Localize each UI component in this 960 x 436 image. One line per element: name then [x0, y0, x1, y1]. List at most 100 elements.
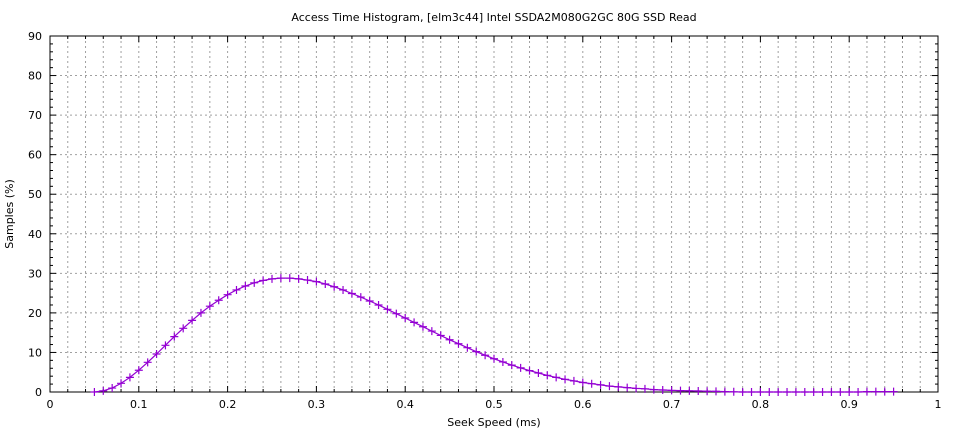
grid — [50, 36, 938, 392]
data-point-marker — [578, 378, 587, 387]
data-point-marker — [667, 386, 676, 395]
y-axis-label: Samples (%) — [3, 179, 16, 249]
data-point-marker — [401, 314, 410, 323]
data-point-marker — [339, 285, 348, 294]
x-axis-label: Seek Speed (ms) — [447, 416, 540, 429]
data-point-marker — [117, 379, 126, 388]
data-point-marker — [818, 388, 827, 396]
data-point-marker — [605, 382, 614, 391]
data-point-marker — [454, 339, 463, 348]
x-tick-label: 0.3 — [308, 398, 326, 411]
data-point-marker — [685, 386, 694, 395]
y-tick-label: 0 — [35, 386, 42, 399]
y-tick-label: 90 — [28, 30, 42, 43]
data-point-marker — [729, 387, 738, 396]
data-point-marker — [285, 274, 294, 283]
data-point-marker — [809, 388, 818, 396]
data-point-marker — [632, 384, 641, 393]
data-point-marker — [498, 357, 507, 366]
data-point-marker — [445, 335, 454, 344]
data-point-marker — [108, 384, 117, 393]
y-tick-label: 80 — [28, 70, 42, 83]
data-point-marker — [418, 322, 427, 331]
data-point-marker — [196, 308, 205, 317]
data-point-marker — [90, 388, 99, 396]
data-point-marker — [214, 296, 223, 305]
data-point-marker — [889, 387, 898, 396]
x-tick-label: 0.8 — [752, 398, 770, 411]
data-point-marker — [188, 316, 197, 325]
data-point-marker — [410, 318, 419, 327]
data-point-marker — [836, 388, 845, 396]
data-point-marker — [720, 387, 729, 396]
data-point-marker — [738, 388, 747, 396]
data-point-marker — [516, 363, 525, 372]
data-point-marker — [392, 309, 401, 318]
data-point-marker — [765, 388, 774, 396]
data-point-marker — [321, 280, 330, 289]
data-point-marker — [472, 347, 481, 356]
data-point-marker — [463, 343, 472, 352]
data-point-marker — [427, 327, 436, 336]
plot-frame — [49, 35, 939, 393]
data-point-marker — [543, 371, 552, 380]
data-point-marker — [561, 375, 570, 384]
y-tick-label: 10 — [28, 346, 42, 359]
data-point-marker — [623, 383, 632, 392]
data-point-marker — [854, 388, 863, 396]
data-point-marker — [756, 388, 765, 396]
data-point-marker — [481, 351, 490, 360]
data-point-marker — [241, 281, 250, 290]
data-point-marker — [534, 369, 543, 378]
data-point-marker — [232, 285, 241, 294]
data-point-marker — [649, 385, 658, 394]
data-point-marker — [294, 274, 303, 283]
data-point-marker — [347, 289, 356, 298]
y-tick-label: 60 — [28, 149, 42, 162]
data-point-marker — [791, 388, 800, 396]
data-point-marker — [596, 380, 605, 389]
series-line — [94, 277, 894, 393]
data-point-marker — [356, 293, 365, 302]
data-point-marker — [312, 277, 321, 286]
data-point-marker — [569, 376, 578, 385]
x-tick-label: 0.7 — [663, 398, 681, 411]
data-point-marker — [436, 331, 445, 340]
data-point-marker — [614, 382, 623, 391]
data-point-marker — [268, 274, 276, 283]
data-point-marker — [880, 387, 889, 396]
data-point-marker — [783, 388, 792, 396]
y-tick-label: 70 — [28, 109, 42, 122]
data-point-marker — [303, 276, 312, 285]
x-tick-label: 0.1 — [130, 398, 148, 411]
x-tick-label: 0.9 — [840, 398, 858, 411]
data-point-marker — [365, 297, 374, 306]
y-tick-label: 30 — [28, 267, 42, 280]
x-tick-label: 1 — [935, 398, 942, 411]
data-point-marker — [703, 387, 712, 396]
data-point-marker — [845, 388, 854, 396]
data-point-marker — [143, 358, 152, 367]
data-point-marker — [827, 388, 836, 396]
data-point-marker — [374, 300, 383, 309]
data-point-marker — [871, 387, 880, 396]
data-point-marker — [525, 366, 534, 375]
data-point-marker — [259, 276, 268, 285]
x-tick-label: 0 — [47, 398, 54, 411]
series-samples — [90, 274, 898, 396]
data-point-marker — [223, 290, 232, 299]
data-point-marker — [276, 274, 285, 283]
data-point-marker — [507, 361, 516, 370]
y-tick-label: 50 — [28, 188, 42, 201]
data-point-marker — [747, 388, 756, 396]
x-tick-label: 0.5 — [485, 398, 503, 411]
axis-ticks: 0 0.1 0.2 0.3 0.4 0.5 0.6 0.7 0.8 0.9 101020304050… — [28, 30, 942, 411]
x-tick-label: 0.2 — [219, 398, 237, 411]
chart-title: Access Time Histogram, [elm3c44] Intel S… — [291, 11, 696, 24]
data-point-marker — [330, 282, 339, 291]
x-tick-label: 0.6 — [574, 398, 592, 411]
data-point-marker — [383, 305, 392, 314]
data-point-marker — [774, 388, 783, 396]
data-point-marker — [170, 332, 179, 341]
